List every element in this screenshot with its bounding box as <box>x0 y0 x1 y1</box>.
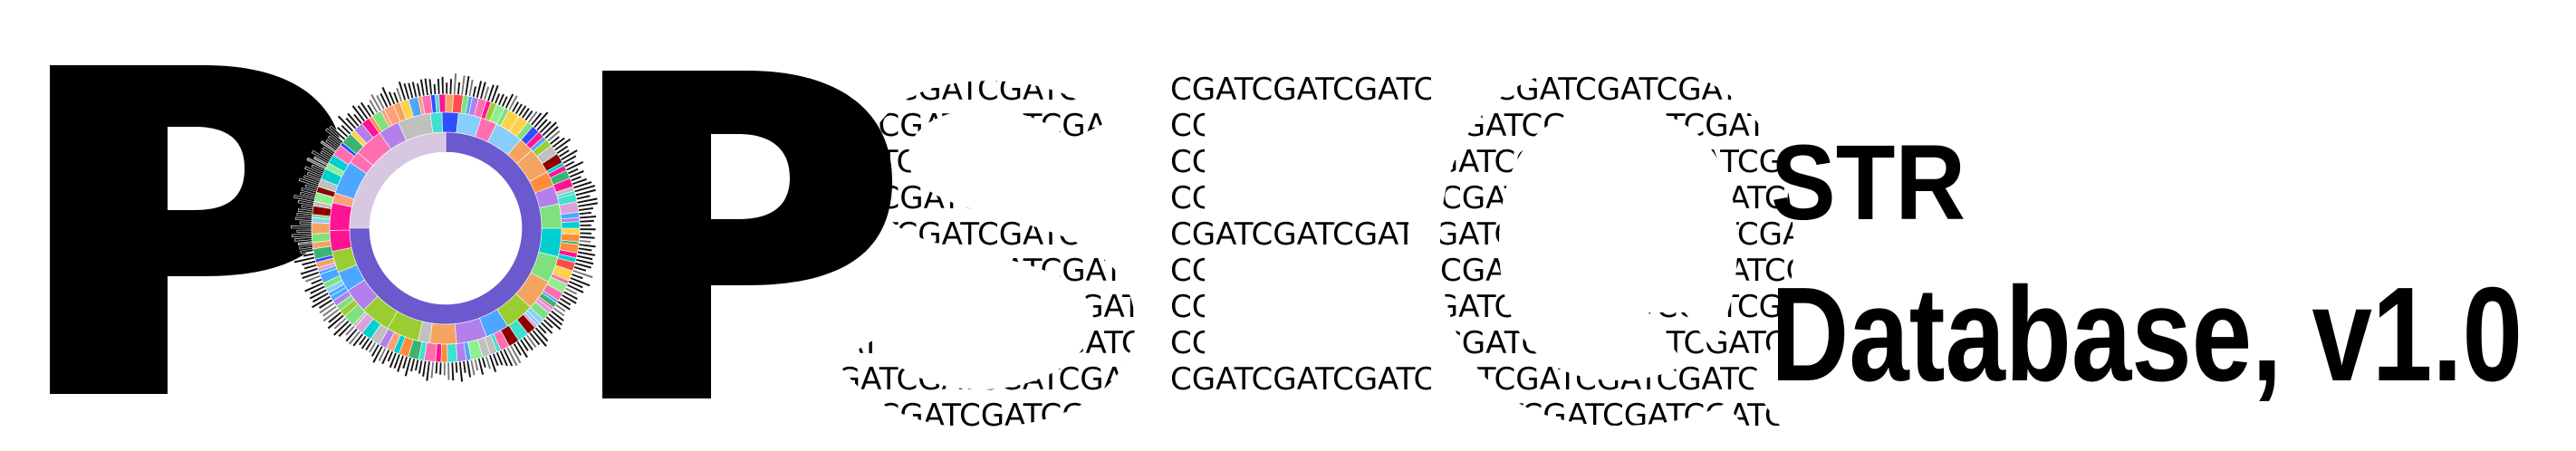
sunburst-outer-tick <box>414 359 419 371</box>
sunburst-o-graphic <box>290 72 599 383</box>
sunburst-outer-tick <box>579 224 592 227</box>
sunburst-segment <box>311 233 332 244</box>
sunburst-band <box>428 322 457 345</box>
sunburst-outer-tick <box>440 76 445 95</box>
sunburst-outer-tick <box>579 219 595 224</box>
sunburst-outer-tick <box>425 360 431 382</box>
sunburst-outer-tick <box>447 361 451 381</box>
sunburst-outer-tick <box>445 82 448 95</box>
sunburst-outer-tick <box>455 361 459 374</box>
sunburst-outer-tick <box>458 360 464 383</box>
sunburst-outer-tick <box>421 360 428 378</box>
sunburst-outer-tick <box>437 78 441 95</box>
subtitle-str: STR <box>1771 123 1966 243</box>
sunburst-outer-tick <box>299 221 312 226</box>
sequence-text-q-3: CGATCGATCGATCGATCGATCGATCGATCGATCGATCGAT… <box>1413 144 2576 180</box>
sunburst-outer-tick <box>423 77 429 96</box>
sunburst-segment <box>447 343 458 363</box>
sunburst-outer-tick <box>578 239 591 244</box>
sunburst-band <box>441 111 459 133</box>
sunburst-outer-tick <box>457 82 461 96</box>
sunburst-outer-tick <box>296 229 312 233</box>
sunburst-outer-tick <box>579 231 592 235</box>
sunburst-outer-tick <box>579 227 597 231</box>
sequence-text-s-1: CGATCGATCGATCGATCGATCGATCGATCGATCGATCGAT… <box>815 72 2076 108</box>
sunburst-band <box>329 202 352 231</box>
sunburst-outer-tick <box>579 235 596 240</box>
sunburst-segment <box>311 222 331 235</box>
sequence-text-q-4: CGATCGATCGATCGATCGATCGATCGATCGATCGATCGAT… <box>1440 180 2576 216</box>
sequence-text-q-5: CGATCGATCGATCGATCGATCGATCGATCGATCGATCGAT… <box>1413 216 2576 253</box>
sunburst-outer-tick <box>290 226 312 229</box>
sunburst-segment <box>440 343 448 363</box>
sequence-text-e-9: CGATCGATCGATCGATCGATCGATCGATCGATCGATCGAT… <box>1170 361 2431 398</box>
sunburst-outer-tick <box>578 243 597 248</box>
subtitle-database-version: Database, v1.0 <box>1771 260 2523 409</box>
sunburst-outer-tick <box>428 78 433 96</box>
sunburst-segment <box>438 93 447 113</box>
sunburst-outer-tick <box>434 361 438 375</box>
sunburst-segment <box>445 93 455 113</box>
sunburst-outer-tick <box>460 74 466 96</box>
sunburst-outer-tick <box>438 361 443 376</box>
sunburst-outer-tick <box>429 360 435 379</box>
sunburst-outer-tick <box>432 83 437 95</box>
sunburst-band <box>539 203 562 229</box>
sunburst-outer-tick <box>472 85 477 98</box>
sunburst-outer-tick <box>462 360 467 374</box>
sequence-text-e-1: CGATCGATCGATCGATCGATCGATCGATCGATCGATCGAT… <box>1170 72 2431 108</box>
sunburst-outer-tick <box>578 206 594 212</box>
sunburst-outer-tick <box>448 78 453 95</box>
letter-p-first <box>50 65 344 394</box>
sunburst-outer-tick <box>450 361 455 381</box>
sunburst-outer-tick <box>578 211 592 216</box>
sequence-text-q-1: CGATCGATCGATCGATCGATCGATCGATCGATCGATCGAT… <box>1413 72 2576 108</box>
sunburst-outer-tick <box>443 361 447 377</box>
sunburst-outer-tick <box>579 215 597 219</box>
sunburst-band <box>329 229 352 253</box>
sunburst-outer-tick <box>453 72 457 95</box>
sequence-text-e-5: CGATCGATCGATCGATCGATCGATCGATCGATCGATCGAT… <box>1170 216 2431 253</box>
sunburst-segment <box>561 221 581 229</box>
sunburst-center <box>370 152 522 304</box>
sunburst-outer-tick <box>418 360 424 375</box>
letter-p-second <box>602 71 892 398</box>
sequence-text-q-2: CGATCGATCGATCGATCGATCGATCGATCGATCGATCGAT… <box>1440 108 2576 144</box>
sunburst-outer-tick <box>577 246 593 253</box>
